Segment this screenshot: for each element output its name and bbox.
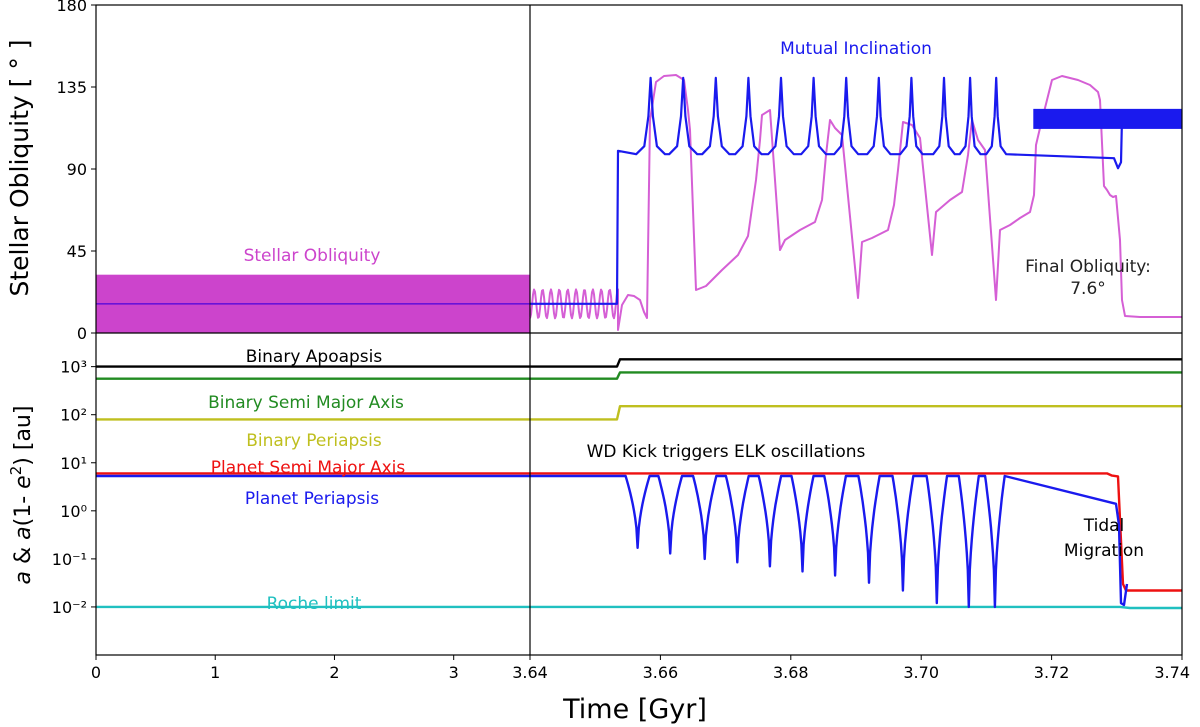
bottom-y-axis-label: a & a(1- e2) [au] — [7, 406, 36, 585]
bottom-y-tick-label: 10⁻² — [52, 598, 87, 617]
top-y-tick-label: 90 — [67, 160, 87, 179]
annotation-roche-limit: Roche limit — [267, 594, 362, 614]
bottom-y-tick-label: 10³ — [60, 358, 87, 377]
bottom-panel-series — [96, 358, 1182, 610]
plot-frame — [95, 4, 1183, 656]
top-y-tick-label: 180 — [56, 0, 87, 15]
top-y-tick-label: 0 — [77, 324, 87, 343]
annotation-binary-sma: Binary Semi Major Axis — [208, 393, 404, 413]
annotation-binary-apoapsis: Binary Apoapsis — [246, 347, 383, 367]
top-y-tick-label: 45 — [67, 242, 87, 261]
binary-sma-line — [96, 371, 1182, 380]
top-panel-series — [96, 74, 1182, 333]
annotation-planet-periapsis: Planet Periapsis — [245, 489, 379, 509]
left-x-tick-label: 3 — [449, 663, 459, 682]
right-x-tick-label: 3.70 — [903, 663, 939, 682]
annotation-mutual-inclination: Mutual Inclination — [780, 39, 932, 59]
mutual-inclination-final-band — [1033, 108, 1182, 129]
bottom-y-tick-label: 10¹ — [60, 454, 87, 473]
bottom-y-tick-label: 10⁻¹ — [52, 550, 87, 569]
annotation-planet-sma: Planet Semi Major Axis — [211, 458, 406, 478]
annotation-stellar-obliquity: Stellar Obliquity — [244, 246, 381, 266]
left-x-tick-label: 0 — [91, 663, 101, 682]
planet-periapsis-line — [96, 474, 1129, 609]
x-axis-label: Time [Gyr] — [562, 694, 707, 725]
annotation-binary-periapsis: Binary Periapsis — [246, 431, 382, 451]
annotation-tidal-1: Tidal — [1083, 516, 1125, 536]
bottom-y-tick-label: 10⁰ — [60, 502, 87, 521]
annotation-wd-kick: WD Kick triggers ELK oscillations — [587, 442, 866, 462]
binary-periapsis-line — [96, 405, 1182, 421]
right-x-tick-label: 3.64 — [512, 663, 548, 682]
left-x-tick-label: 1 — [210, 663, 220, 682]
left-x-tick-label: 2 — [329, 663, 339, 682]
annotation-final-obliquity-2: 7.6° — [1070, 279, 1106, 299]
right-x-tick-label: 3.74 — [1154, 663, 1190, 682]
mutual-inclination-line — [530, 76, 1124, 305]
right-x-tick-label: 3.66 — [643, 663, 679, 682]
top-y-tick-label: 135 — [56, 78, 87, 97]
top-y-axis-label: Stellar Obliquity [ ° ] — [5, 39, 34, 296]
bottom-y-tick-label: 10² — [60, 406, 87, 425]
panel-frames — [95, 4, 1183, 656]
roche-limit-line — [96, 605, 1182, 610]
axis-ticks: 0 45 90 135 180 10⁻² 10⁻¹ 10⁰ 10¹ 10² 10³ 0 1 2 3 3.64 3… — [52, 0, 1190, 682]
binary-apoapsis-line — [96, 358, 1182, 368]
annotation-final-obliquity-1: Final Obliquity: — [1025, 257, 1151, 277]
right-x-tick-label: 3.72 — [1034, 663, 1070, 682]
annotation-tidal-2: Migration — [1064, 541, 1144, 561]
right-x-tick-label: 3.68 — [773, 663, 809, 682]
